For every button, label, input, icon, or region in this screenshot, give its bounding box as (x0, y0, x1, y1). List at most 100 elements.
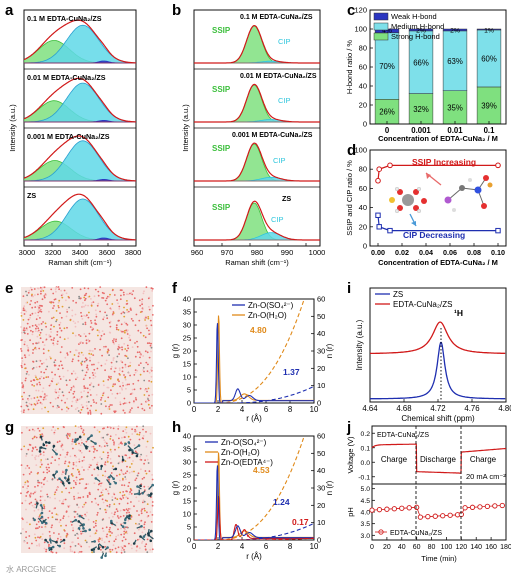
md-atom (78, 360, 80, 362)
md-atom (139, 351, 141, 353)
md-atom (86, 483, 88, 485)
md-atom (113, 494, 115, 496)
md-atom (97, 291, 99, 293)
y-tick-label: 50 (317, 312, 325, 321)
edta-atom (45, 441, 48, 444)
md-atom (46, 339, 48, 341)
md-atom (121, 323, 123, 325)
md-atom (123, 531, 125, 533)
md-atom (124, 412, 126, 414)
ph-data-point (485, 504, 489, 508)
md-atom (108, 479, 110, 481)
md-atom (104, 475, 106, 477)
md-atom (77, 407, 79, 409)
md-atom (34, 294, 36, 296)
md-atom (129, 339, 131, 341)
md-atom (32, 352, 34, 354)
md-atom (123, 292, 125, 294)
md-atom (146, 286, 148, 288)
panel-b-xtick: 970 (221, 248, 234, 257)
md-atom (101, 365, 103, 367)
md-atom (27, 323, 29, 325)
md-atom (38, 516, 40, 518)
md-atom (96, 450, 98, 452)
md-atom (114, 511, 116, 513)
md-atom (83, 333, 85, 335)
md-atom (102, 437, 104, 439)
md-atom (90, 405, 92, 407)
md-atom (122, 478, 124, 480)
md-atom (92, 459, 94, 461)
md-atom (63, 499, 65, 501)
md-atom (125, 366, 127, 368)
md-atom (26, 542, 28, 544)
edta-atom (150, 540, 153, 543)
md-atom (101, 538, 103, 540)
md-atom (109, 527, 111, 529)
md-atom (38, 455, 40, 457)
md-atom (126, 532, 128, 534)
md-atom (136, 426, 138, 428)
md-atom (73, 370, 75, 372)
md-atom (89, 384, 91, 386)
md-atom (107, 379, 109, 381)
md-atom (54, 374, 56, 376)
md-atom (97, 512, 99, 514)
md-atom (35, 455, 37, 457)
md-atom (111, 303, 113, 305)
md-atom (50, 324, 52, 326)
md-atom (73, 391, 75, 393)
md-atom (23, 305, 25, 307)
x-tick-label: 120 (455, 544, 467, 551)
md-atom (78, 543, 80, 545)
edta-atom (82, 527, 85, 530)
md-atom (56, 489, 58, 491)
md-atom (64, 402, 66, 404)
md-atom (152, 501, 154, 503)
md-atom (53, 305, 55, 307)
md-atom (147, 503, 149, 505)
x-tick-label: 8 (288, 405, 292, 414)
y-tick-label: 100 (354, 146, 367, 155)
md-atom (110, 376, 112, 378)
md-atom (46, 445, 48, 447)
md-atom (112, 549, 114, 551)
md-atom (101, 458, 103, 460)
md-atom (85, 515, 87, 517)
md-atom (127, 498, 129, 500)
md-atom (61, 297, 63, 299)
edta-atom (48, 441, 51, 444)
md-atom (143, 477, 145, 479)
md-atom (27, 465, 29, 467)
md-atom (96, 464, 98, 466)
md-atom (103, 439, 105, 441)
md-atom (142, 369, 144, 371)
md-atom (71, 524, 73, 526)
x-tick-label: 8 (288, 542, 292, 551)
x-tick-label: 0 (192, 542, 197, 551)
md-atom (42, 298, 44, 300)
md-atom (143, 435, 145, 437)
md-atom (71, 373, 73, 375)
panel-b-label-2: 0.01 M EDTA-CuNa₂/ZS (240, 73, 317, 80)
md-atom (144, 394, 146, 396)
md-atom (55, 287, 57, 289)
md-atom (119, 492, 121, 494)
md-atom (45, 549, 47, 551)
md-atom (48, 350, 50, 352)
md-atom (44, 286, 46, 288)
md-atom (82, 306, 84, 308)
md-atom (23, 411, 25, 413)
x-tick-label: 100 (441, 544, 453, 551)
md-atom (30, 444, 32, 446)
md-atom (46, 494, 48, 496)
x-tick-label: 40 (398, 544, 406, 551)
md-atom (107, 455, 109, 457)
md-atom (135, 372, 137, 374)
md-atom (77, 492, 79, 494)
md-atom (106, 387, 108, 389)
md-atom (68, 516, 70, 518)
md-atom (70, 487, 72, 489)
md-atom (104, 463, 106, 465)
md-atom (38, 545, 40, 547)
